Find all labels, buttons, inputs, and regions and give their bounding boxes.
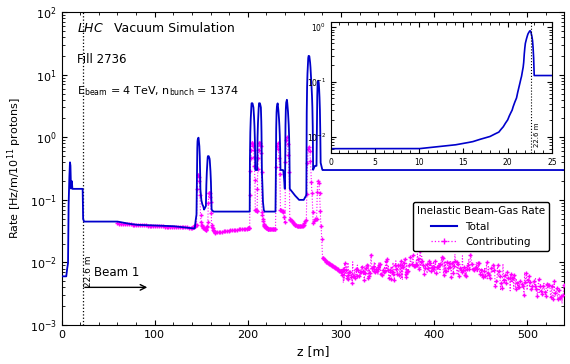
Text: $\mathit{LHC}$: $\mathit{LHC}$ xyxy=(77,21,104,35)
Legend: Total, Contributing: Total, Contributing xyxy=(413,202,549,251)
Text: Vacuum Simulation: Vacuum Simulation xyxy=(115,21,235,35)
Text: E$_{\mathregular{beam}}$ = 4 TeV, n$_{\mathregular{bunch}}$ = 1374: E$_{\mathregular{beam}}$ = 4 TeV, n$_{\m… xyxy=(77,84,239,98)
Text: Fill 2736: Fill 2736 xyxy=(77,53,126,66)
X-axis label: z [m]: z [m] xyxy=(297,345,329,359)
Text: Beam 1: Beam 1 xyxy=(94,266,140,279)
Y-axis label: Rate [Hz/m/10$^{11}$ protons]: Rate [Hz/m/10$^{11}$ protons] xyxy=(6,98,24,240)
Text: 22.6 m: 22.6 m xyxy=(84,256,93,287)
